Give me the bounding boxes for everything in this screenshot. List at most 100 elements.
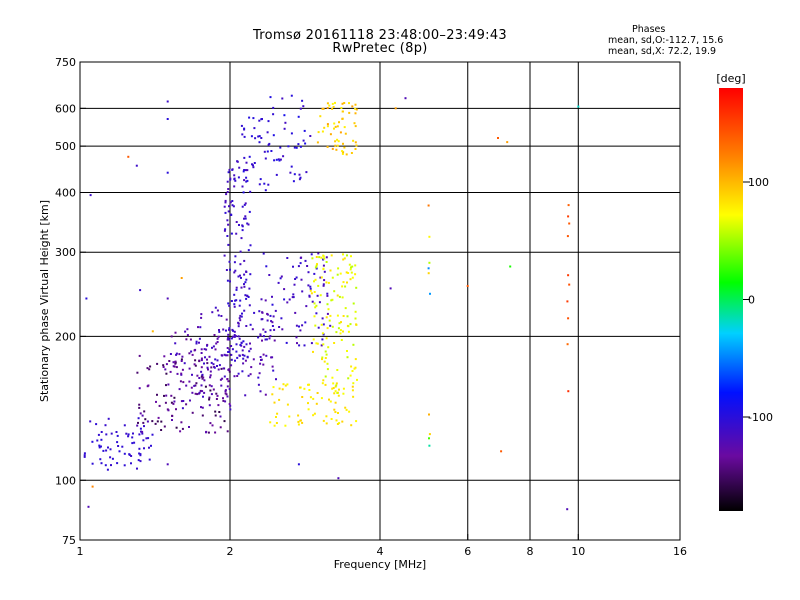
data-point	[337, 394, 340, 397]
data-point	[347, 272, 350, 274]
data-point	[295, 146, 298, 149]
data-point	[118, 450, 121, 453]
data-point	[228, 350, 231, 353]
data-point	[428, 433, 431, 436]
data-point	[299, 176, 302, 179]
data-point	[320, 276, 323, 279]
data-point	[151, 330, 154, 333]
data-point	[271, 393, 274, 396]
data-point	[165, 363, 168, 366]
data-point	[290, 94, 293, 97]
data-point	[335, 384, 338, 387]
data-point	[303, 129, 306, 132]
data-point	[139, 454, 142, 457]
data-point	[313, 291, 316, 293]
data-point	[261, 339, 263, 342]
data-point	[327, 346, 330, 349]
data-point	[264, 393, 267, 396]
data-point	[259, 178, 262, 181]
data-point	[188, 426, 190, 428]
data-point	[297, 265, 300, 268]
data-point	[137, 417, 140, 420]
data-point	[111, 457, 114, 460]
data-point	[191, 373, 193, 376]
data-point	[299, 419, 302, 422]
data-point	[110, 464, 112, 467]
data-point	[351, 389, 354, 392]
data-point	[194, 364, 197, 367]
data-point	[303, 387, 306, 390]
data-point	[262, 335, 265, 338]
data-point	[206, 366, 209, 369]
data-point	[222, 367, 225, 370]
data-point	[314, 266, 317, 269]
data-point	[336, 125, 339, 128]
data-point	[233, 375, 236, 378]
data-point	[226, 219, 229, 222]
data-point	[235, 286, 238, 289]
data-point	[235, 288, 238, 291]
data-point	[166, 463, 169, 466]
data-point	[297, 423, 300, 426]
data-point	[226, 395, 229, 398]
data-point	[145, 437, 148, 440]
data-point	[209, 389, 212, 392]
data-point	[257, 336, 260, 339]
data-point	[308, 389, 311, 391]
data-point	[229, 268, 231, 271]
data-point	[272, 315, 275, 318]
data-point	[143, 447, 145, 450]
data-point	[232, 329, 235, 332]
data-point	[224, 400, 227, 403]
data-point	[228, 328, 230, 331]
data-point	[248, 350, 251, 353]
data-point	[98, 444, 101, 447]
data-point	[260, 359, 262, 361]
data-point	[268, 337, 271, 340]
data-point	[343, 102, 346, 104]
data-point	[163, 355, 166, 358]
data-point	[148, 368, 151, 371]
data-point	[334, 401, 337, 404]
data-point	[346, 350, 348, 352]
data-point	[567, 274, 570, 277]
data-point	[248, 287, 251, 290]
data-point	[334, 140, 337, 143]
data-point	[125, 432, 128, 435]
data-point	[217, 404, 220, 407]
data-point	[284, 424, 287, 427]
data-point	[252, 358, 255, 361]
data-point	[323, 360, 326, 363]
data-point	[245, 278, 248, 281]
data-point	[194, 392, 197, 395]
colorbar-tick-label: 0	[748, 294, 755, 307]
data-point	[300, 256, 303, 259]
data-point	[337, 327, 340, 330]
data-point	[258, 372, 261, 375]
data-point	[208, 396, 211, 399]
data-point	[334, 144, 337, 147]
data-point	[282, 155, 285, 158]
data-point	[248, 155, 251, 158]
data-point	[336, 144, 339, 147]
data-point	[313, 302, 316, 305]
data-point	[233, 185, 236, 188]
data-point	[500, 450, 503, 453]
data-point	[100, 431, 103, 433]
data-point	[312, 397, 315, 400]
data-point	[251, 163, 253, 166]
phases-heading: Phases	[632, 24, 666, 35]
data-point	[352, 382, 355, 385]
data-point	[181, 355, 184, 358]
data-point	[354, 264, 357, 267]
data-point	[179, 380, 182, 383]
data-point	[298, 325, 300, 328]
data-point	[243, 285, 246, 288]
data-point	[239, 314, 242, 317]
data-point	[272, 134, 275, 137]
data-point	[180, 400, 183, 403]
data-point	[295, 336, 298, 339]
data-point	[259, 390, 262, 393]
data-point	[164, 368, 167, 371]
data-point	[281, 388, 284, 391]
